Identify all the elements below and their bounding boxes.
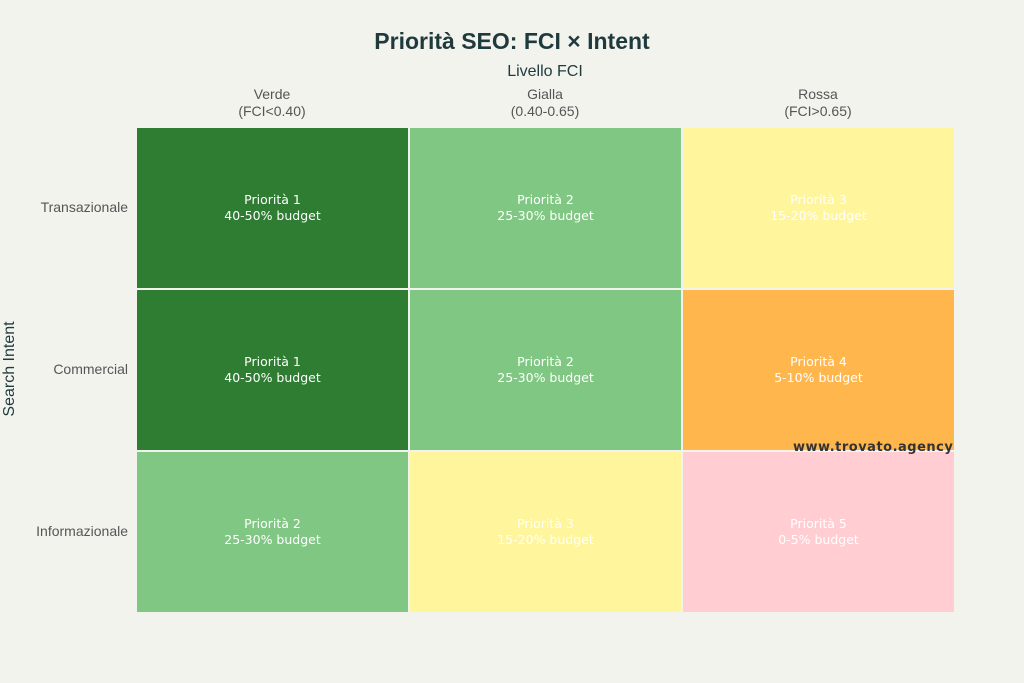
cell-label: Priorità 1 [244, 354, 301, 369]
y-tick-label: Commercial [53, 361, 128, 377]
cell-label: 0-5% budget [778, 532, 859, 547]
cell-label: Priorità 4 [790, 354, 847, 369]
cell-label: Priorità 3 [517, 516, 574, 531]
y-axis-label: Search Intent [1, 321, 18, 417]
chart-title: Priorità SEO: FCI × Intent [374, 28, 650, 54]
cell-label: 5-10% budget [774, 370, 863, 385]
x-tick-label: Verde (FCI<0.40) [238, 86, 306, 119]
y-tick-label: Informazionale [36, 523, 128, 539]
heatmap-cell: Priorità 2 25-30% budget [136, 451, 409, 613]
heatmap-cell: Priorità 4 5-10% budget [682, 289, 955, 451]
heatmap-cell: Priorità 2 25-30% budget [409, 289, 682, 451]
cell-label: Priorità 3 [790, 192, 847, 207]
cell-label: 40-50% budget [224, 208, 321, 223]
watermark: www.trovato.agency [793, 440, 954, 455]
cell-label: 40-50% budget [224, 370, 321, 385]
cell-label: Priorità 5 [790, 516, 847, 531]
cell-label: Priorità 2 [517, 354, 574, 369]
heatmap-cell: Priorità 1 40-50% budget [136, 289, 409, 451]
heatmap-cell: Priorità 3 15-20% budget [409, 451, 682, 613]
x-axis-label: Livello FCI [507, 63, 583, 80]
cell-label: 15-20% budget [497, 532, 594, 547]
heatmap-cell: Priorità 3 15-20% budget [682, 127, 955, 289]
cell-label: Priorità 2 [517, 192, 574, 207]
heatmap-cell: Priorità 5 0-5% budget [682, 451, 955, 613]
heatmap-cell: Priorità 1 40-50% budget [136, 127, 409, 289]
cell-label: Priorità 1 [244, 192, 301, 207]
cell-label: 25-30% budget [224, 532, 321, 547]
x-tick-label: Rossa (FCI>0.65) [784, 86, 852, 119]
cell-label: 25-30% budget [497, 208, 594, 223]
cell-label: 25-30% budget [497, 370, 594, 385]
x-tick-label: Gialla (0.40-0.65) [510, 86, 580, 119]
heatmap-cell: Priorità 2 25-30% budget [409, 127, 682, 289]
cell-label: Priorità 2 [244, 516, 301, 531]
y-tick-label: Transazionale [40, 199, 128, 215]
cell-label: 15-20% budget [770, 208, 867, 223]
